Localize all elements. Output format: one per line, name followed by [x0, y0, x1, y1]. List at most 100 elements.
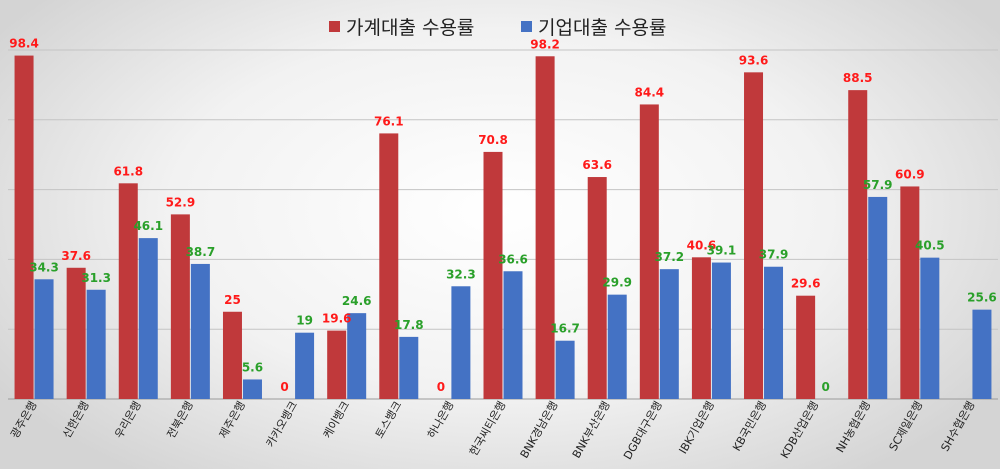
value-label-household: 40.6	[687, 238, 717, 252]
bar-household	[744, 72, 764, 399]
category-label: 한국씨티은행	[467, 399, 509, 458]
value-label-household: 19.6	[322, 312, 352, 326]
value-label-household: 25	[224, 293, 241, 307]
bar-corporate	[399, 336, 419, 399]
legend: 가계대출 수용률 기업대출 수용률	[329, 17, 666, 39]
category-label: 신한은행	[60, 399, 92, 441]
value-label-corporate: 57.9	[863, 178, 893, 192]
value-label-corporate: 17.8	[394, 318, 424, 332]
value-label-corporate: 31.3	[81, 271, 111, 285]
value-label-household: 52.9	[166, 195, 196, 209]
bar-corporate	[295, 332, 315, 399]
bar-household	[222, 311, 242, 399]
bar-corporate	[34, 279, 54, 399]
bar-household	[170, 214, 190, 399]
category-label: SH수협은행	[938, 399, 977, 454]
bar-corporate	[920, 257, 940, 399]
category-label: KB국민은행	[730, 399, 769, 453]
bar-household	[379, 133, 399, 399]
category-label: BNK부산은행	[570, 399, 613, 460]
value-label-corporate: 34.3	[29, 260, 59, 274]
value-label-corporate: 36.6	[498, 252, 528, 266]
value-label-household: 0	[280, 380, 288, 394]
category-label: 우리은행	[112, 399, 144, 441]
value-label-corporate: 37.2	[655, 250, 685, 264]
value-label-corporate: 46.1	[133, 219, 163, 233]
bar-household	[535, 56, 555, 399]
bar-corporate	[190, 263, 210, 399]
bar-corporate	[659, 269, 679, 399]
legend-item-corporate: 기업대출 수용률	[521, 17, 666, 39]
bar-corporate	[555, 340, 575, 399]
bar-household	[691, 257, 711, 399]
value-label-corporate: 16.7	[550, 322, 580, 336]
value-label-corporate: 25.6	[967, 291, 997, 305]
bar-household	[14, 55, 34, 400]
legend-label-household: 가계대출 수용률	[346, 17, 474, 39]
value-label-corporate: 19	[296, 314, 313, 328]
bar-corporate	[86, 289, 106, 399]
legend-swatch-household	[329, 21, 340, 32]
value-label-household: 60.9	[895, 167, 925, 181]
bar-household	[587, 177, 607, 399]
value-label-corporate: 32.3	[446, 267, 476, 281]
value-label-household: 84.4	[635, 85, 665, 99]
category-label: 전북은행	[164, 399, 196, 441]
value-label-household: 98.2	[530, 37, 560, 51]
bar-corporate	[764, 266, 784, 399]
bar-corporate	[138, 238, 158, 399]
value-label-household: 70.8	[478, 133, 508, 147]
bar-corporate	[972, 309, 992, 399]
value-label-household: 98.4	[9, 37, 39, 51]
value-labels: 98.4 34.337.6 31.3 61.8 46.152.9 38.7 25 5.6 0 19…	[9, 37, 997, 394]
category-label: NH농협은행	[834, 399, 874, 455]
value-label-corporate: 37.9	[759, 248, 789, 262]
value-label-corporate: 39.1	[707, 244, 737, 258]
value-label-household: 37.6	[61, 249, 91, 263]
value-label-household: 93.6	[739, 53, 769, 67]
bar-household	[639, 104, 659, 399]
value-label-corporate: 24.6	[342, 294, 372, 308]
value-label-household: 29.6	[791, 277, 821, 291]
category-label: DGB대구은행	[621, 399, 665, 462]
bar-household	[483, 151, 503, 399]
legend-label-corporate: 기업대출 수용률	[538, 17, 666, 39]
category-label: KDB산업은행	[778, 399, 821, 461]
value-label-corporate: 40.5	[915, 239, 945, 253]
category-label: 케이뱅크	[321, 399, 353, 441]
category-label: IBK기업은행	[677, 399, 718, 456]
value-label-household: 61.8	[113, 164, 143, 178]
bar-household	[118, 183, 138, 399]
bar-household	[66, 267, 86, 399]
bar-household	[848, 90, 868, 399]
category-label: 카카오뱅크	[264, 399, 301, 449]
category-labels: 광주은행 신한은행 우리은행 전북은행 제주은행 카카오뱅크 케이뱅크 토스뱅크 하나은행 한국씨…	[8, 399, 977, 462]
category-label: SC제일은행	[886, 399, 926, 454]
bar-corporate	[711, 262, 731, 399]
value-label-household: 0	[437, 380, 445, 394]
value-label-household: 76.1	[374, 114, 404, 128]
value-label-household: 63.6	[582, 158, 612, 172]
bars	[14, 55, 992, 400]
value-label-household: 88.5	[843, 71, 873, 85]
legend-item-household: 가계대출 수용률	[329, 17, 474, 39]
bar-corporate	[347, 313, 367, 399]
category-label: 토스뱅크	[373, 399, 405, 441]
bar-household	[900, 186, 920, 399]
bar-corporate	[868, 196, 888, 399]
bar-corporate	[451, 286, 471, 399]
value-label-corporate: 5.6	[242, 360, 263, 374]
bar-corporate	[242, 379, 262, 399]
category-label: 광주은행	[8, 399, 40, 441]
value-label-corporate: 29.9	[602, 276, 632, 290]
bar-household	[327, 330, 347, 399]
value-label-corporate: 0	[821, 380, 829, 394]
legend-swatch-corporate	[521, 21, 532, 32]
category-label: 하나은행	[424, 399, 456, 441]
bar-household	[796, 295, 816, 399]
category-label: BNK경남은행	[518, 399, 561, 460]
value-label-corporate: 38.7	[186, 245, 216, 259]
bar-corporate	[607, 294, 627, 399]
